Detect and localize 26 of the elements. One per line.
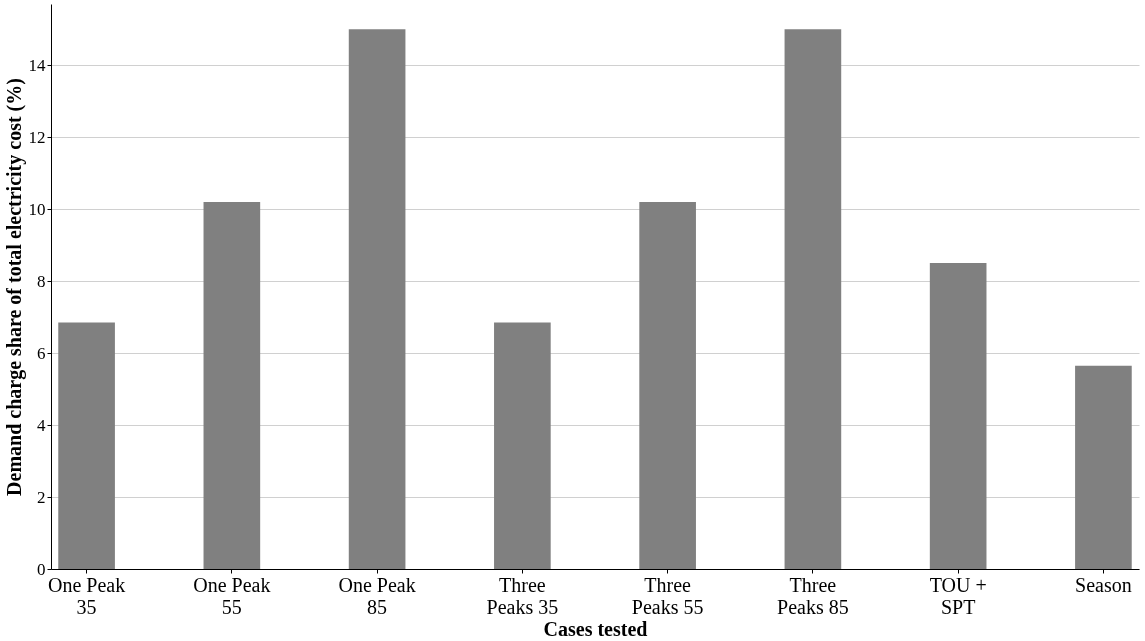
x-tick-label: One Peak 85 [338, 573, 416, 618]
y-tick-label: 8 [37, 271, 46, 291]
x-tick-label: Season [1075, 573, 1132, 596]
x-tick-label: TOU + SPT [929, 573, 987, 618]
y-tick-label: 14 [28, 55, 46, 75]
x-tick-label: Three Peaks 35 [486, 573, 559, 618]
bar [639, 201, 696, 569]
bar [1075, 365, 1132, 569]
bar [494, 322, 551, 569]
x-tick-label: Three Peaks 55 [631, 573, 704, 618]
x-tick-label: Three Peaks 85 [777, 573, 849, 618]
bar [348, 29, 406, 569]
x-tick-label: One Peak 35 [47, 573, 126, 618]
y-tick-label: 10 [28, 199, 46, 219]
x-axis-title: Cases tested [543, 617, 648, 640]
y-axis-title: Demand charge share of total electricity cost (%) [2, 78, 26, 496]
x-tick-label: One Peak 55 [193, 573, 271, 618]
y-tick-label: 2 [37, 487, 46, 507]
bar [203, 201, 261, 569]
bar [58, 322, 115, 569]
bar [929, 263, 987, 569]
y-tick-label: 0 [37, 559, 46, 579]
y-tick-label: 12 [28, 127, 46, 147]
y-tick-label: 4 [37, 415, 46, 435]
bar [784, 29, 842, 569]
y-tick-label: 6 [37, 343, 46, 363]
